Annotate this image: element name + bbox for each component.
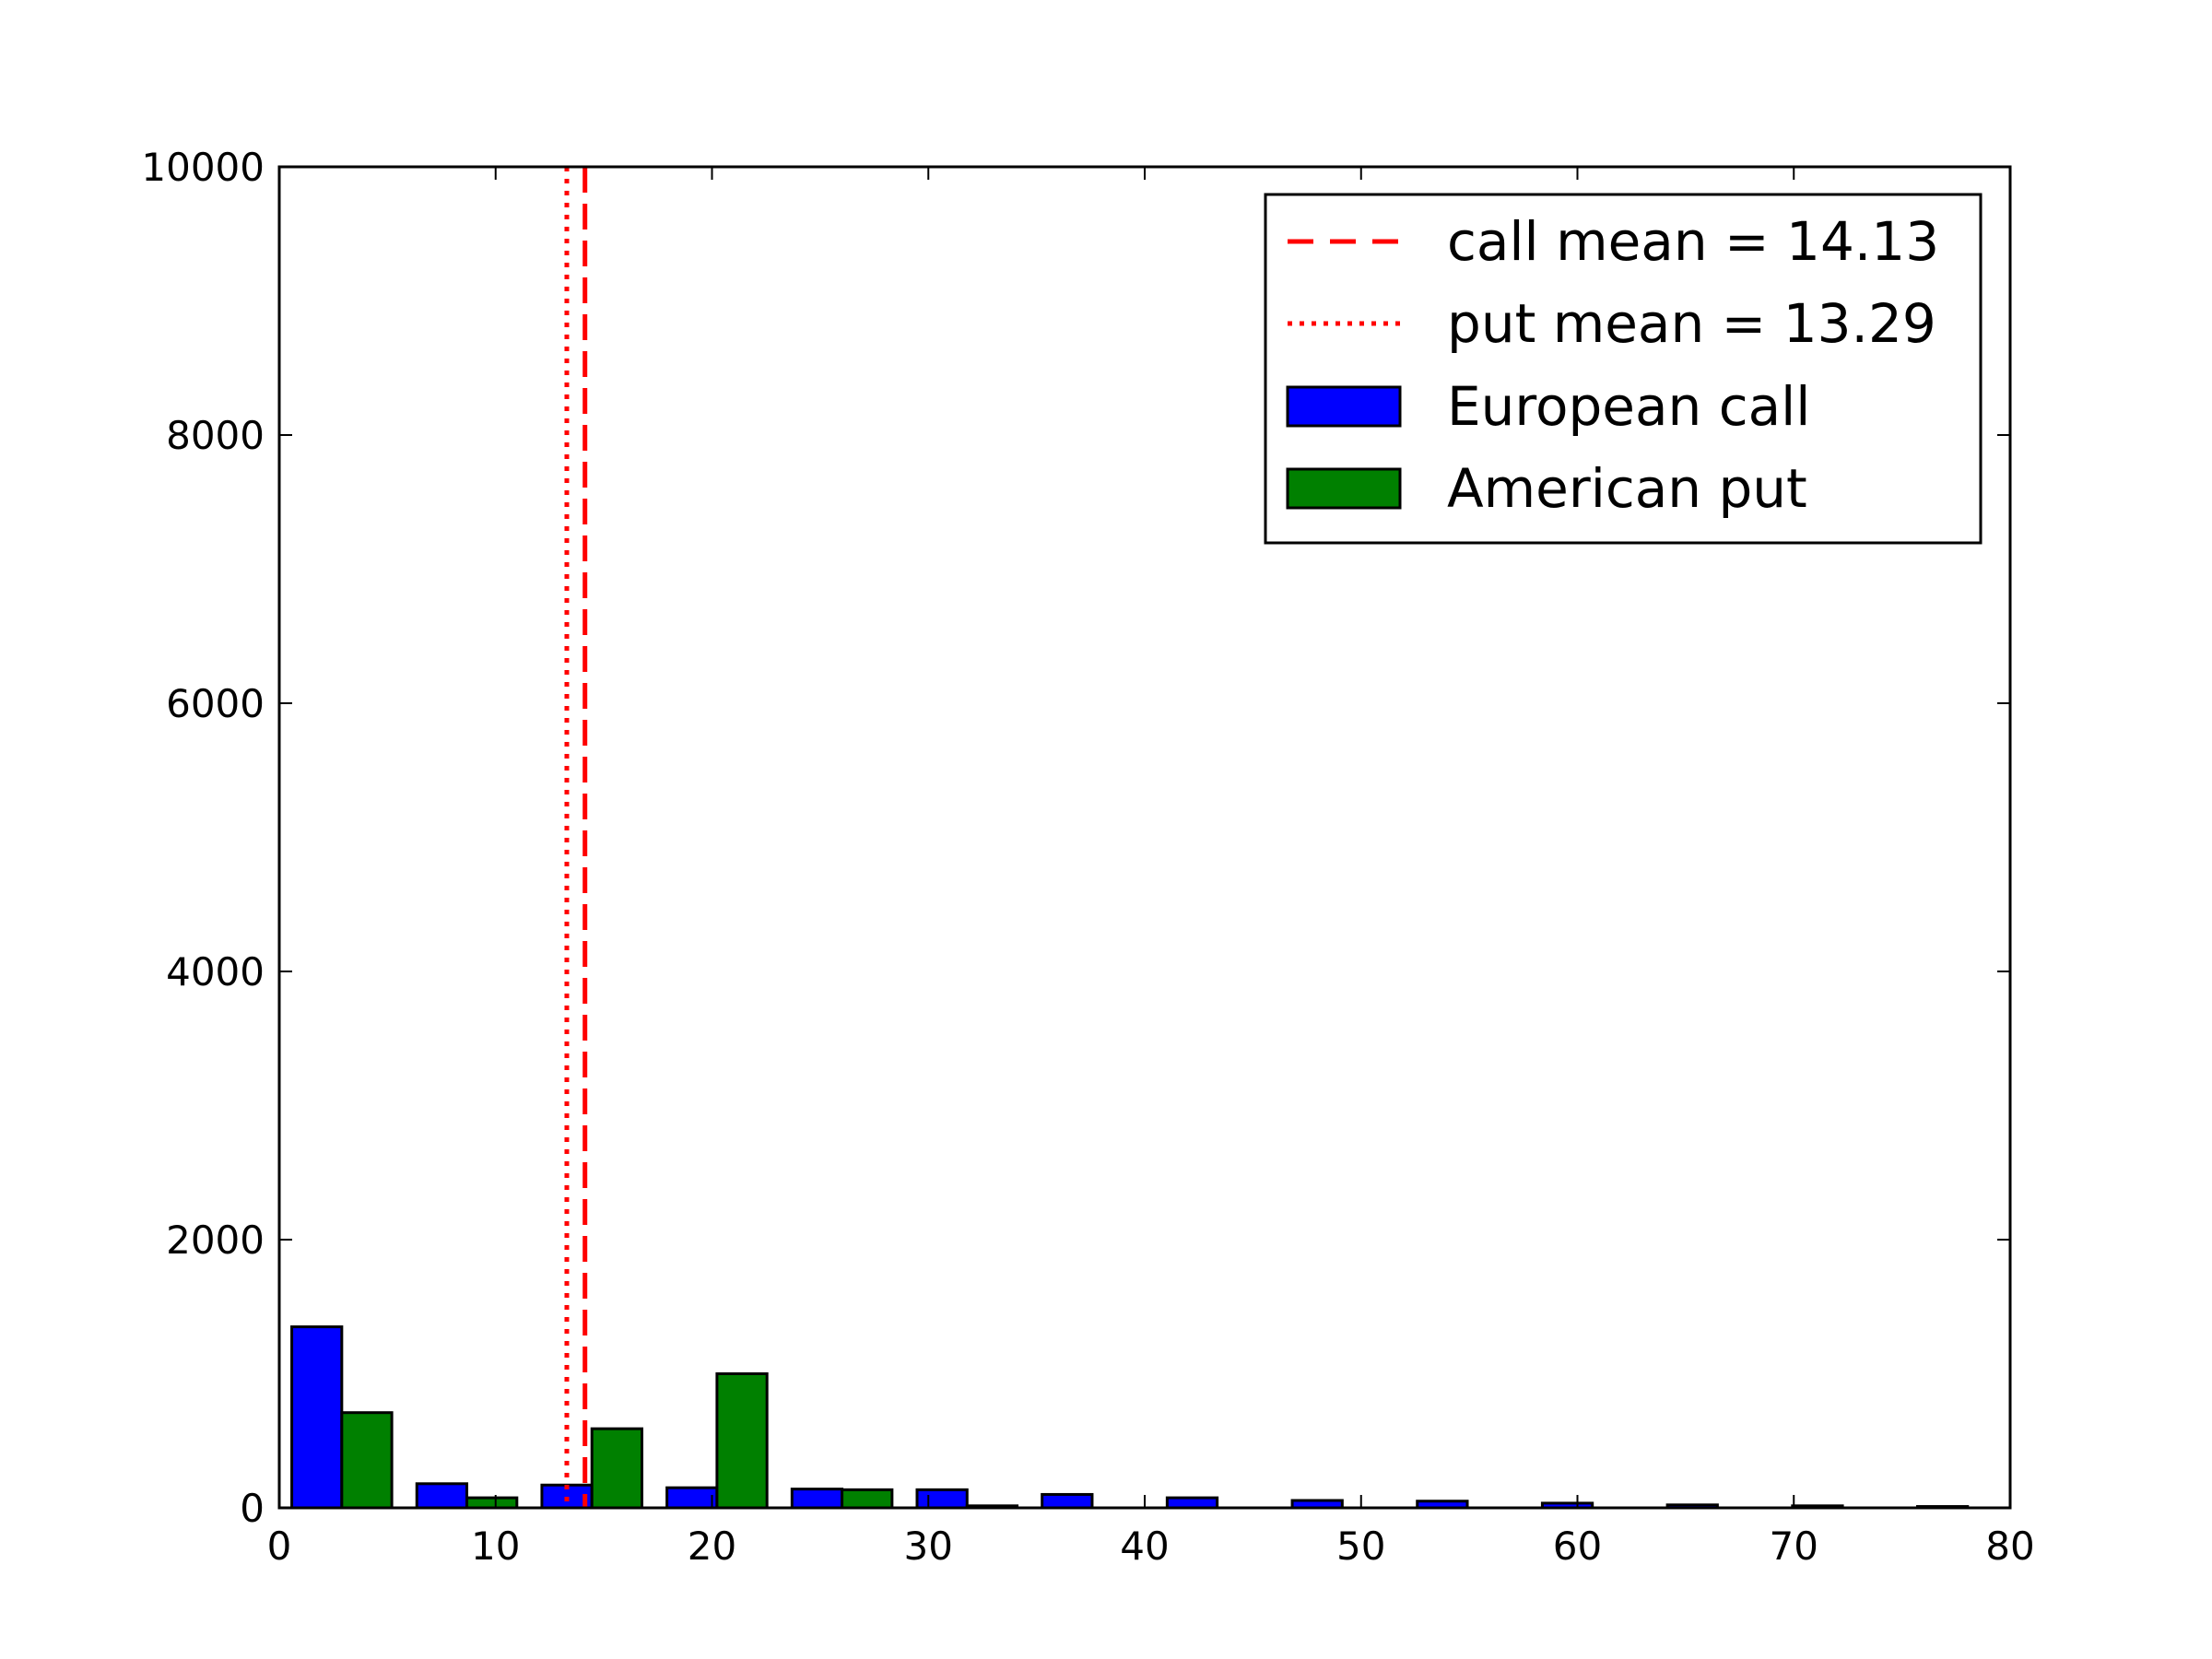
y-tick-label: 2000 [166,1218,265,1263]
bar-european-call-0 [290,1325,344,1508]
bar-american-put-2 [590,1427,643,1508]
x-tick-label: 0 [267,1524,292,1569]
bar-european-call-3 [665,1486,719,1508]
y-tick-label: 10000 [141,145,265,190]
bar-american-put-0 [340,1411,394,1508]
bar-european-call-6 [1041,1492,1094,1508]
y-tick-label: 4000 [166,949,265,994]
x-axis: 0 10 20 30 40 50 60 70 80 [267,167,2035,1569]
x-tick-label: 80 [1985,1524,2034,1569]
x-tick-label: 40 [1120,1524,1169,1569]
y-axis: 0 2000 4000 6000 8000 10000 [141,145,2010,1531]
x-tick-label: 30 [904,1524,953,1569]
legend: call mean = 14.13 put mean = 13.29 Europea… [1264,193,1983,545]
bar-european-call-8 [1290,1499,1344,1508]
legend-swatch-american-put [1286,467,1402,510]
x-tick-label: 60 [1553,1524,1602,1569]
y-tick-label: 0 [240,1486,265,1531]
legend-label: put mean = 13.29 [1447,292,1936,355]
legend-label: European call [1447,375,1810,438]
bar-european-call-1 [415,1482,469,1508]
mean-lines-layer [564,167,588,1508]
legend-label: American put [1447,457,1807,520]
x-tick-label: 70 [1770,1524,1818,1569]
bar-european-call-5 [915,1488,969,1508]
bar-american-put-1 [465,1496,519,1508]
y-tick-label: 6000 [166,681,265,726]
legend-label: call mean = 14.13 [1447,210,1939,273]
x-tick-label: 20 [688,1524,736,1569]
bar-american-put-4 [841,1488,894,1508]
y-tick-label: 8000 [166,413,265,458]
bar-european-call-4 [790,1488,844,1508]
legend-swatch-european-call [1286,385,1402,428]
bar-american-put-3 [715,1372,769,1508]
x-tick-label: 10 [471,1524,520,1569]
bar-european-call-7 [1165,1496,1219,1508]
x-tick-label: 50 [1336,1524,1385,1569]
